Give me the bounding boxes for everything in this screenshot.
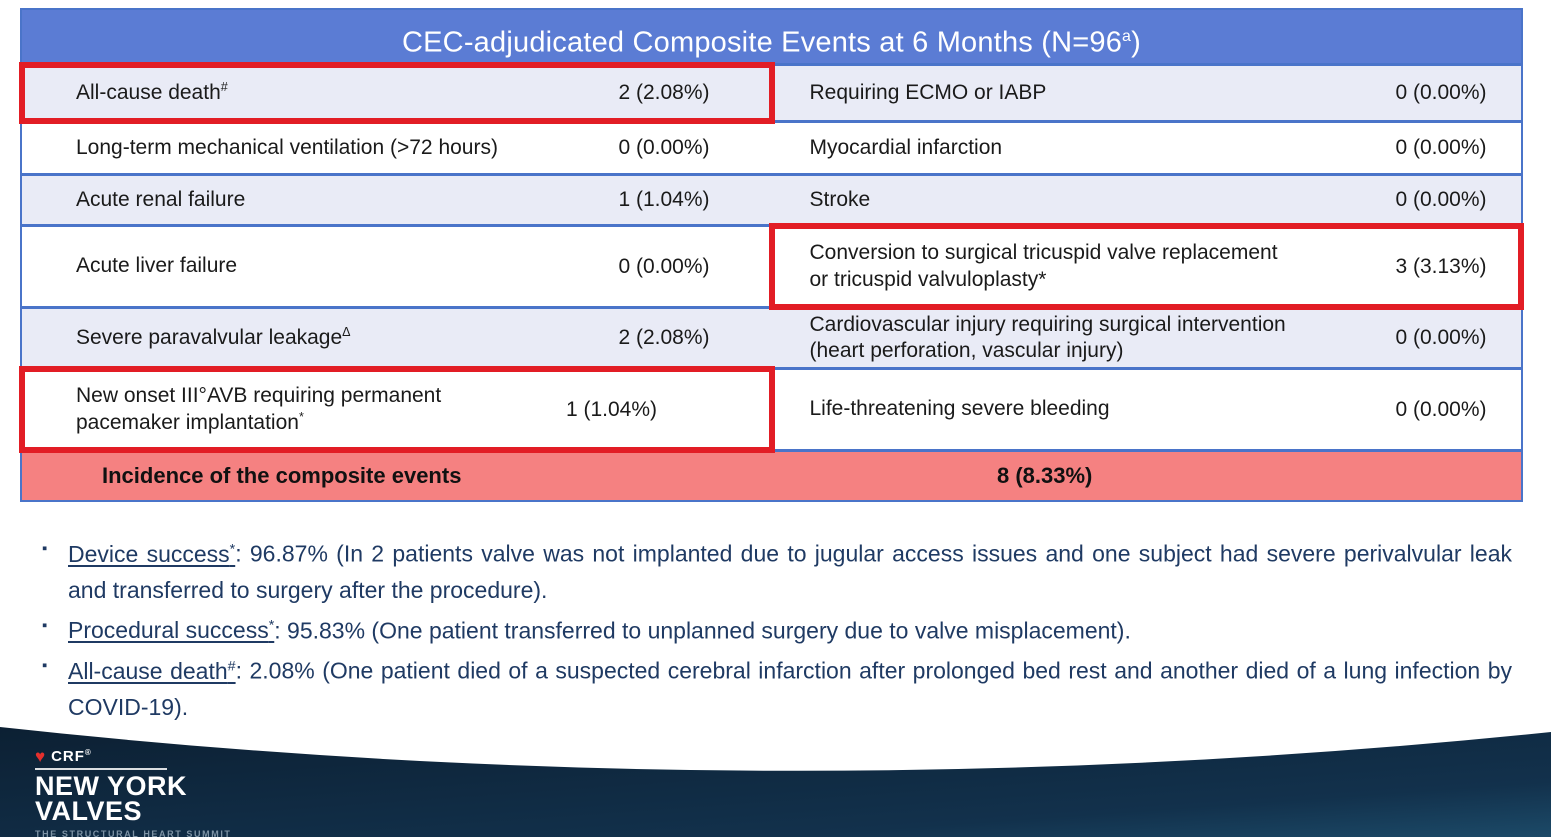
table-row: Long-term mechanical ventilation (>72 ho… [22, 120, 1521, 173]
cell-severe-bleeding: Life-threatening severe bleeding 0 (0.00… [771, 370, 1521, 449]
cell-ecmo-iabp: Requiring ECMO or IABP 0 (0.00%) [771, 66, 1521, 120]
note-lead: All-cause death# [68, 657, 236, 684]
notes-list: ▪ Device success*: 96.87% (In 2 patients … [40, 531, 1512, 725]
table-title: CEC-adjudicated Composite Events at 6 Mo… [22, 10, 1521, 63]
cell-conversion-to-surgery: Conversion to surgical tricuspid valve r… [768, 223, 1524, 310]
table-row: All-cause death# 2 (2.08%) Requiring ECM… [19, 62, 1521, 124]
event-value: 2 (2.08%) [618, 81, 710, 104]
cell-paravalvular-leakage: Severe paravalvular leakageΔ 2 (2.08%) [22, 309, 772, 367]
table-row: Acute renal failure 1 (1.04%) Stroke 0 (… [22, 173, 1521, 224]
table-row: New onset III°AVB requiring permanent pa… [19, 366, 1521, 453]
superscript-mark: # [227, 658, 236, 675]
cell-cardiovascular-injury: Cardiovascular injury requiring surgical… [771, 309, 1521, 367]
note-procedural-success: ▪ Procedural success*: 95.83% (One patien… [40, 608, 1512, 649]
logo-title-line1: NEW YORK [35, 771, 188, 801]
event-label: Stroke [809, 187, 871, 211]
heart-icon: ♥ [35, 747, 47, 766]
note-lead: Procedural success* [68, 617, 275, 644]
superscript-mark: # [220, 79, 228, 94]
event-value: 1 (1.04%) [565, 397, 658, 421]
composite-events-table: CEC-adjudicated Composite Events at 6 Mo… [19, 8, 1524, 502]
brand-row: ♥ CRF® [35, 748, 232, 765]
event-label: Requiring ECMO or IABP [809, 80, 1047, 104]
cell-myocardial-infarction: Myocardial infarction 0 (0.00%) [771, 123, 1521, 173]
brand-name: CRF® [51, 748, 92, 765]
cell-all-cause-death: All-cause death# 2 (2.08%) [19, 62, 775, 124]
event-value: 0 (0.00%) [1395, 326, 1487, 349]
event-value: 0 (0.00%) [618, 254, 710, 278]
superscript-mark: * [298, 409, 304, 424]
logo-divider [35, 768, 167, 770]
event-value: 0 (0.00%) [1395, 136, 1487, 159]
summary-label: Incidence of the composite events [102, 463, 462, 488]
event-value: 1 (1.04%) [618, 188, 710, 211]
event-value: 3 (3.13%) [1395, 254, 1487, 278]
superscript-mark: Δ [342, 324, 351, 339]
bullet-icon: ▪ [42, 657, 48, 675]
event-label: Life-threatening severe bleeding [809, 397, 1110, 421]
footer-band [0, 700, 1551, 837]
summary-row: Incidence of the composite events 8 (8.3… [22, 449, 1521, 500]
table-row: Acute liver failure 0 (0.00%) Conversion… [22, 223, 1524, 310]
event-value: 0 (0.00%) [1395, 81, 1487, 104]
event-label: All-cause death# [76, 79, 228, 104]
bullet-icon: ▪ [42, 616, 48, 634]
table-title-superscript: a [1122, 28, 1132, 45]
note-text: : 2.08% (One patient died of a suspected… [68, 657, 1512, 720]
note-lead: Device success* [68, 540, 236, 567]
table-title-suffix: ) [1131, 26, 1141, 59]
cell-avb-pacemaker: New onset III°AVB requiring permanent pa… [19, 366, 775, 453]
bullet-icon: ▪ [42, 540, 48, 557]
note-text: : 95.83% (One patient transferred to unp… [274, 617, 1131, 644]
note-all-cause-death: ▪ All-cause death#: 2.08% (One patient di… [40, 648, 1512, 725]
note-text: : 96.87% (In 2 patients valve was not im… [68, 540, 1512, 603]
cell-acute-renal-failure: Acute renal failure 1 (1.04%) [22, 176, 772, 224]
event-value: 0 (0.00%) [1395, 397, 1487, 421]
note-device-success: ▪ Device success*: 96.87% (In 2 patients … [40, 531, 1512, 608]
event-label: Acute renal failure [76, 187, 246, 211]
cell-mechanical-ventilation: Long-term mechanical ventilation (>72 ho… [22, 123, 772, 173]
event-label: Myocardial infarction [809, 135, 1003, 159]
superscript-mark: * [268, 617, 275, 634]
summary-value: 8 (8.33%) [997, 463, 1093, 488]
event-label: Cardiovascular injury requiring surgical… [809, 312, 1286, 362]
footer-curve [0, 727, 1551, 837]
cell-stroke: Stroke 0 (0.00%) [771, 176, 1521, 224]
event-label: New onset III°AVB requiring permanent pa… [76, 384, 442, 434]
cell-acute-liver-failure: Acute liver failure 0 (0.00%) [22, 227, 772, 306]
event-value: 2 (2.08%) [618, 326, 710, 349]
event-value: 0 (0.00%) [618, 136, 710, 159]
event-label: Long-term mechanical ventilation (>72 ho… [76, 135, 498, 159]
event-label: Conversion to surgical tricuspid valve r… [809, 241, 1278, 291]
table-row: Severe paravalvular leakageΔ 2 (2.08%) C… [22, 306, 1521, 367]
event-label: Severe paravalvular leakageΔ [76, 324, 351, 349]
logo-tagline: THE STRUCTURAL HEART SUMMIT [35, 828, 232, 839]
logo-title-line2: VALVES [35, 795, 143, 826]
table-title-text: CEC-adjudicated Composite Events at 6 Mo… [402, 26, 1123, 59]
crf-logo: ♥ CRF® NEW YORK VALVES THE STRUCTURAL HE… [35, 748, 232, 839]
event-label: Acute liver failure [76, 254, 238, 278]
superscript-mark: * [229, 541, 236, 557]
registered-mark: ® [84, 748, 92, 757]
event-value: 0 (0.00%) [1395, 188, 1487, 211]
